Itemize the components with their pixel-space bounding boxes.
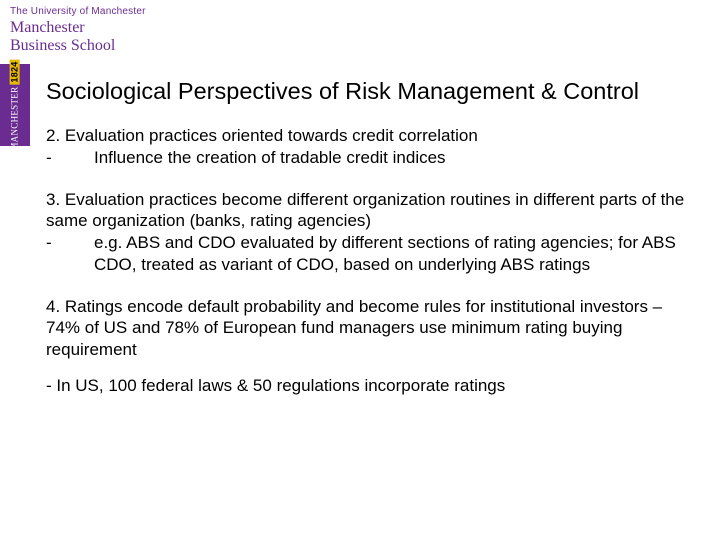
section-2: 2. Evaluation practices oriented towards… — [46, 125, 700, 169]
tab-year: 1824 — [10, 59, 20, 84]
school-name: Manchester Business School — [10, 19, 146, 54]
section-3: 3. Evaluation practices become different… — [46, 189, 700, 276]
tab-text: MANCHESTER — [10, 87, 20, 151]
section-2-bullet: Influence the creation of tradable credi… — [94, 147, 700, 169]
section-2-lead: 2. Evaluation practices oriented towards… — [46, 125, 700, 147]
body-content: 2. Evaluation practices oriented towards… — [46, 125, 700, 417]
page-title: Sociological Perspectives of Risk Manage… — [46, 78, 716, 105]
school-line-1: Manchester — [10, 19, 146, 37]
section-5: - In US, 100 federal laws & 50 regulatio… — [46, 375, 700, 397]
section-3-lead: 3. Evaluation practices become different… — [46, 189, 700, 233]
slide: The University of Manchester Manchester … — [0, 0, 720, 540]
logo-block: The University of Manchester Manchester … — [10, 6, 146, 54]
section-3-bullet-row: - e.g. ABS and CDO evaluated by differen… — [46, 232, 700, 276]
section-2-bullet-row: - Influence the creation of tradable cre… — [46, 147, 700, 169]
bullet-dash: - — [46, 147, 94, 169]
university-name: The University of Manchester — [10, 6, 146, 17]
section-4-text: 4. Ratings encode default probability an… — [46, 296, 700, 361]
school-line-2: Business School — [10, 37, 146, 55]
section-4: 4. Ratings encode default probability an… — [46, 296, 700, 361]
manchester-tab-inner: MANCHESTER 1824 — [10, 59, 20, 150]
section-3-bullet: e.g. ABS and CDO evaluated by different … — [94, 232, 700, 276]
bullet-dash: - — [46, 232, 94, 276]
manchester-tab: MANCHESTER1824 — [0, 64, 30, 146]
section-5-text: - In US, 100 federal laws & 50 regulatio… — [46, 375, 700, 397]
